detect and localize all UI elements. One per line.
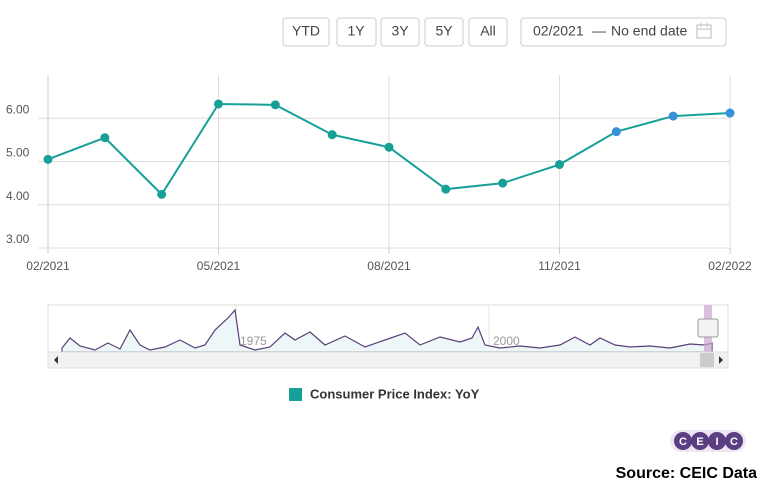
logo-dot — [708, 432, 726, 450]
logo-dot — [674, 432, 692, 450]
date-range-box[interactable] — [520, 17, 727, 47]
logo-letter: E — [696, 436, 703, 448]
data-point — [214, 99, 223, 109]
y-tick-label: 5.00 — [6, 146, 30, 160]
y-tick-label: 6.00 — [6, 102, 30, 116]
data-point — [384, 142, 394, 152]
date-separator: — — [592, 23, 606, 39]
data-point — [498, 178, 508, 188]
scroll-left[interactable] — [54, 356, 58, 364]
range-buttons: YTD 1Y 3Y 5Y All — [282, 17, 508, 47]
data-point — [43, 154, 53, 164]
x-tick-label: 08/2021 — [367, 259, 411, 273]
source: Source: CEIC Data — [616, 465, 757, 482]
plot-area: 3.00 4.00 5.00 6.00 02/2021 05/2021 08/2021 11/… — [6, 75, 752, 273]
x-tick-label: 02/2022 — [708, 259, 752, 273]
button-label[interactable]: All — [480, 23, 496, 39]
navigator-label: 1975 — [240, 334, 267, 348]
date-end[interactable]: No end date — [611, 23, 687, 39]
legend[interactable]: Consumer Price Index: YoY — [289, 386, 480, 401]
data-point — [270, 100, 280, 110]
x-tick-label: 11/2021 — [538, 259, 581, 273]
logo-letter: I — [715, 436, 718, 448]
button-label[interactable]: YTD — [292, 23, 320, 39]
button-label[interactable]: 5Y — [435, 23, 453, 39]
button-label[interactable]: 1Y — [347, 23, 365, 39]
date-range[interactable]: 02/2021 — No end date — [520, 17, 727, 47]
logo-dot — [725, 432, 743, 450]
data-point — [668, 111, 678, 121]
ytd-button[interactable] — [282, 17, 330, 47]
navigator-handle[interactable] — [697, 318, 719, 338]
y-tick-label: 4.00 — [6, 189, 30, 203]
1y-button[interactable] — [336, 17, 377, 47]
logo-letter: C — [679, 436, 687, 448]
data-point — [611, 127, 621, 137]
data-point — [327, 130, 337, 140]
logo: C E I C — [670, 430, 746, 452]
date-start[interactable]: 02/2021 — [533, 23, 584, 39]
5y-button[interactable] — [424, 17, 464, 47]
scrollbar-thumb[interactable] — [700, 353, 714, 367]
x-tick-label: 05/2021 — [197, 259, 241, 273]
data-point — [725, 108, 735, 118]
x-tick-label: 02/2021 — [26, 259, 70, 273]
legend-label[interactable]: Consumer Price Index: YoY — [310, 386, 480, 401]
logo-dot — [691, 432, 709, 450]
logo-letter: C — [730, 436, 738, 448]
data-point — [157, 189, 167, 199]
scroll-right[interactable] — [719, 356, 723, 364]
navigator-label: 2000 — [493, 334, 520, 348]
data-point — [555, 160, 564, 170]
all-button[interactable] — [468, 17, 508, 47]
scrollbar[interactable] — [47, 351, 729, 369]
data-point — [100, 133, 110, 143]
y-tick-label: 3.00 — [6, 232, 30, 246]
calendar-icon[interactable] — [696, 23, 712, 39]
legend-swatch[interactable] — [289, 388, 302, 401]
navigator[interactable]: 1975 2000 — [47, 304, 729, 369]
button-label[interactable]: 3Y — [391, 23, 409, 39]
navigator-series — [61, 308, 713, 353]
data-point — [441, 184, 451, 194]
3y-button[interactable] — [380, 17, 420, 47]
